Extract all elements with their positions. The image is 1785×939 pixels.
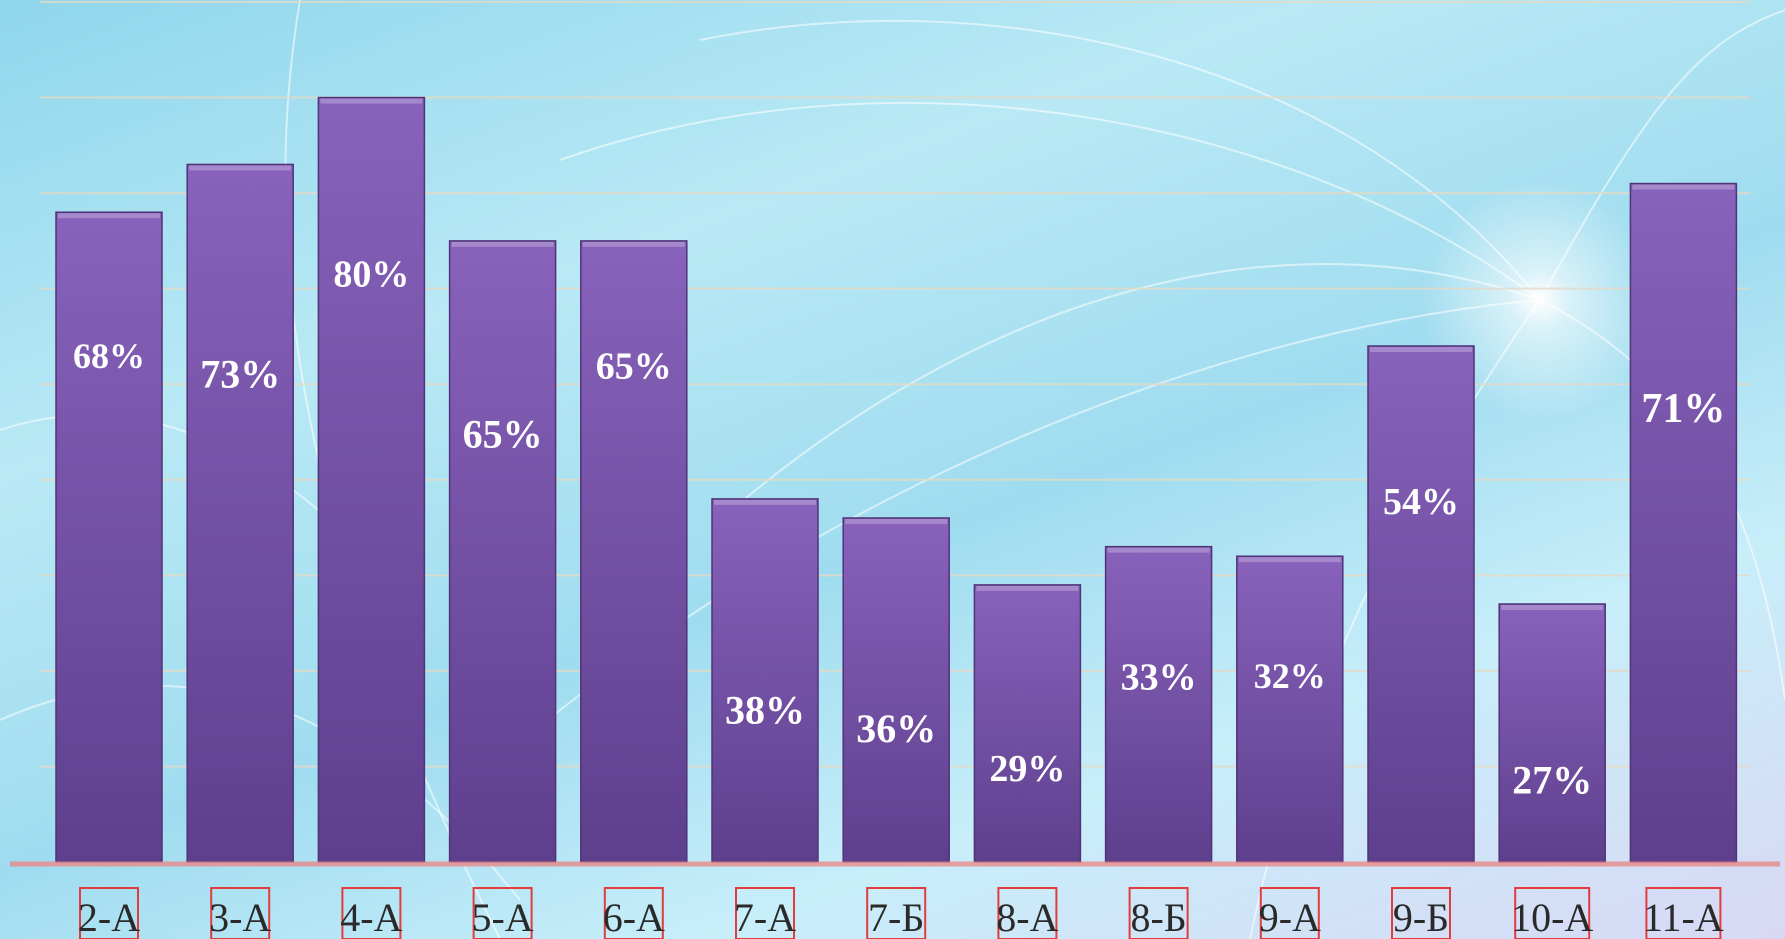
- bar-highlight: [1107, 547, 1210, 553]
- bar-highlight: [189, 165, 292, 171]
- category-label: 11-А: [1643, 895, 1724, 939]
- bar-4-А: [317, 96, 426, 863]
- category-label: 2-А: [78, 895, 140, 939]
- bar-11-А: [1629, 182, 1738, 863]
- category-label-box: [1128, 887, 1189, 939]
- category-label: 5-А: [471, 895, 533, 939]
- category-label: 6-А: [603, 895, 665, 939]
- bar-9-Б: [1367, 345, 1475, 863]
- category-label-box: [472, 887, 533, 939]
- category-label-box: [1645, 887, 1722, 939]
- bar-6-А: [580, 240, 688, 863]
- category-label-box: [1391, 887, 1451, 939]
- category-label: 8-А: [996, 895, 1058, 939]
- value-label: 80%: [333, 254, 409, 296]
- bar-highlight: [976, 585, 1079, 591]
- bar-highlight: [1632, 184, 1735, 190]
- bar-9-А: [1236, 555, 1344, 863]
- bar-highlight: [1238, 557, 1341, 563]
- bar-5-А: [448, 240, 557, 863]
- bar-8-А: [973, 584, 1082, 863]
- value-label: 36%: [856, 706, 936, 751]
- bar-highlight: [1501, 605, 1604, 610]
- value-label: 71%: [1641, 386, 1725, 432]
- bar-highlight: [58, 213, 160, 219]
- bar-highlight: [320, 98, 423, 104]
- category-label-box: [210, 887, 271, 939]
- bars: [55, 96, 1738, 863]
- category-labels: 2-А 3-А 4-А 5-А 6-А 7-А 7-Б 8-А 8-Б 9-А 9-Б 10-А 11-…: [78, 887, 1724, 939]
- category-label: 9-Б: [1393, 895, 1449, 939]
- category-label-box: [866, 887, 927, 939]
- value-label: 68%: [73, 336, 145, 376]
- bar-3-А: [186, 163, 294, 863]
- category-label: 7-А: [734, 895, 796, 939]
- category-label: 4-А: [340, 895, 402, 939]
- category-label-box: [1514, 887, 1591, 939]
- bar-highlight: [582, 241, 685, 247]
- bar-highlight: [845, 519, 948, 524]
- category-label: 3-А: [209, 895, 271, 939]
- category-label-box: [79, 887, 139, 939]
- bar-8-Б: [1104, 545, 1213, 863]
- category-label-box: [341, 887, 402, 939]
- bar-10-А: [1498, 603, 1606, 863]
- category-label-box: [997, 887, 1058, 939]
- value-label: 73%: [200, 352, 280, 397]
- bar-highlight: [1370, 347, 1472, 352]
- category-label-box: [603, 887, 664, 939]
- value-label: 32%: [1254, 656, 1326, 696]
- bar-2-А: [55, 211, 163, 863]
- category-label: 8-Б: [1130, 895, 1186, 939]
- category-label-box: [735, 887, 795, 939]
- value-label: 33%: [1121, 656, 1197, 698]
- bar-highlight: [714, 499, 816, 505]
- bar-highlight: [451, 241, 554, 247]
- category-label: 10-А: [1511, 895, 1593, 939]
- value-label: 27%: [1512, 757, 1592, 802]
- value-label: 65%: [596, 345, 672, 387]
- category-label: 9-А: [1259, 895, 1321, 939]
- value-label: 54%: [1383, 481, 1459, 523]
- value-label: 29%: [989, 748, 1065, 790]
- value-label: 65%: [463, 411, 543, 456]
- category-label-box: [1259, 887, 1320, 939]
- category-label: 7-Б: [868, 895, 924, 939]
- value-label: 38%: [725, 687, 805, 732]
- value-labels: 68% 73% 80% 65% 65% 38% 36% 29% 33% 32% 54% 27% 71%: [73, 254, 1725, 803]
- bar-7-Б: [842, 517, 950, 863]
- bar-7-А: [711, 498, 819, 863]
